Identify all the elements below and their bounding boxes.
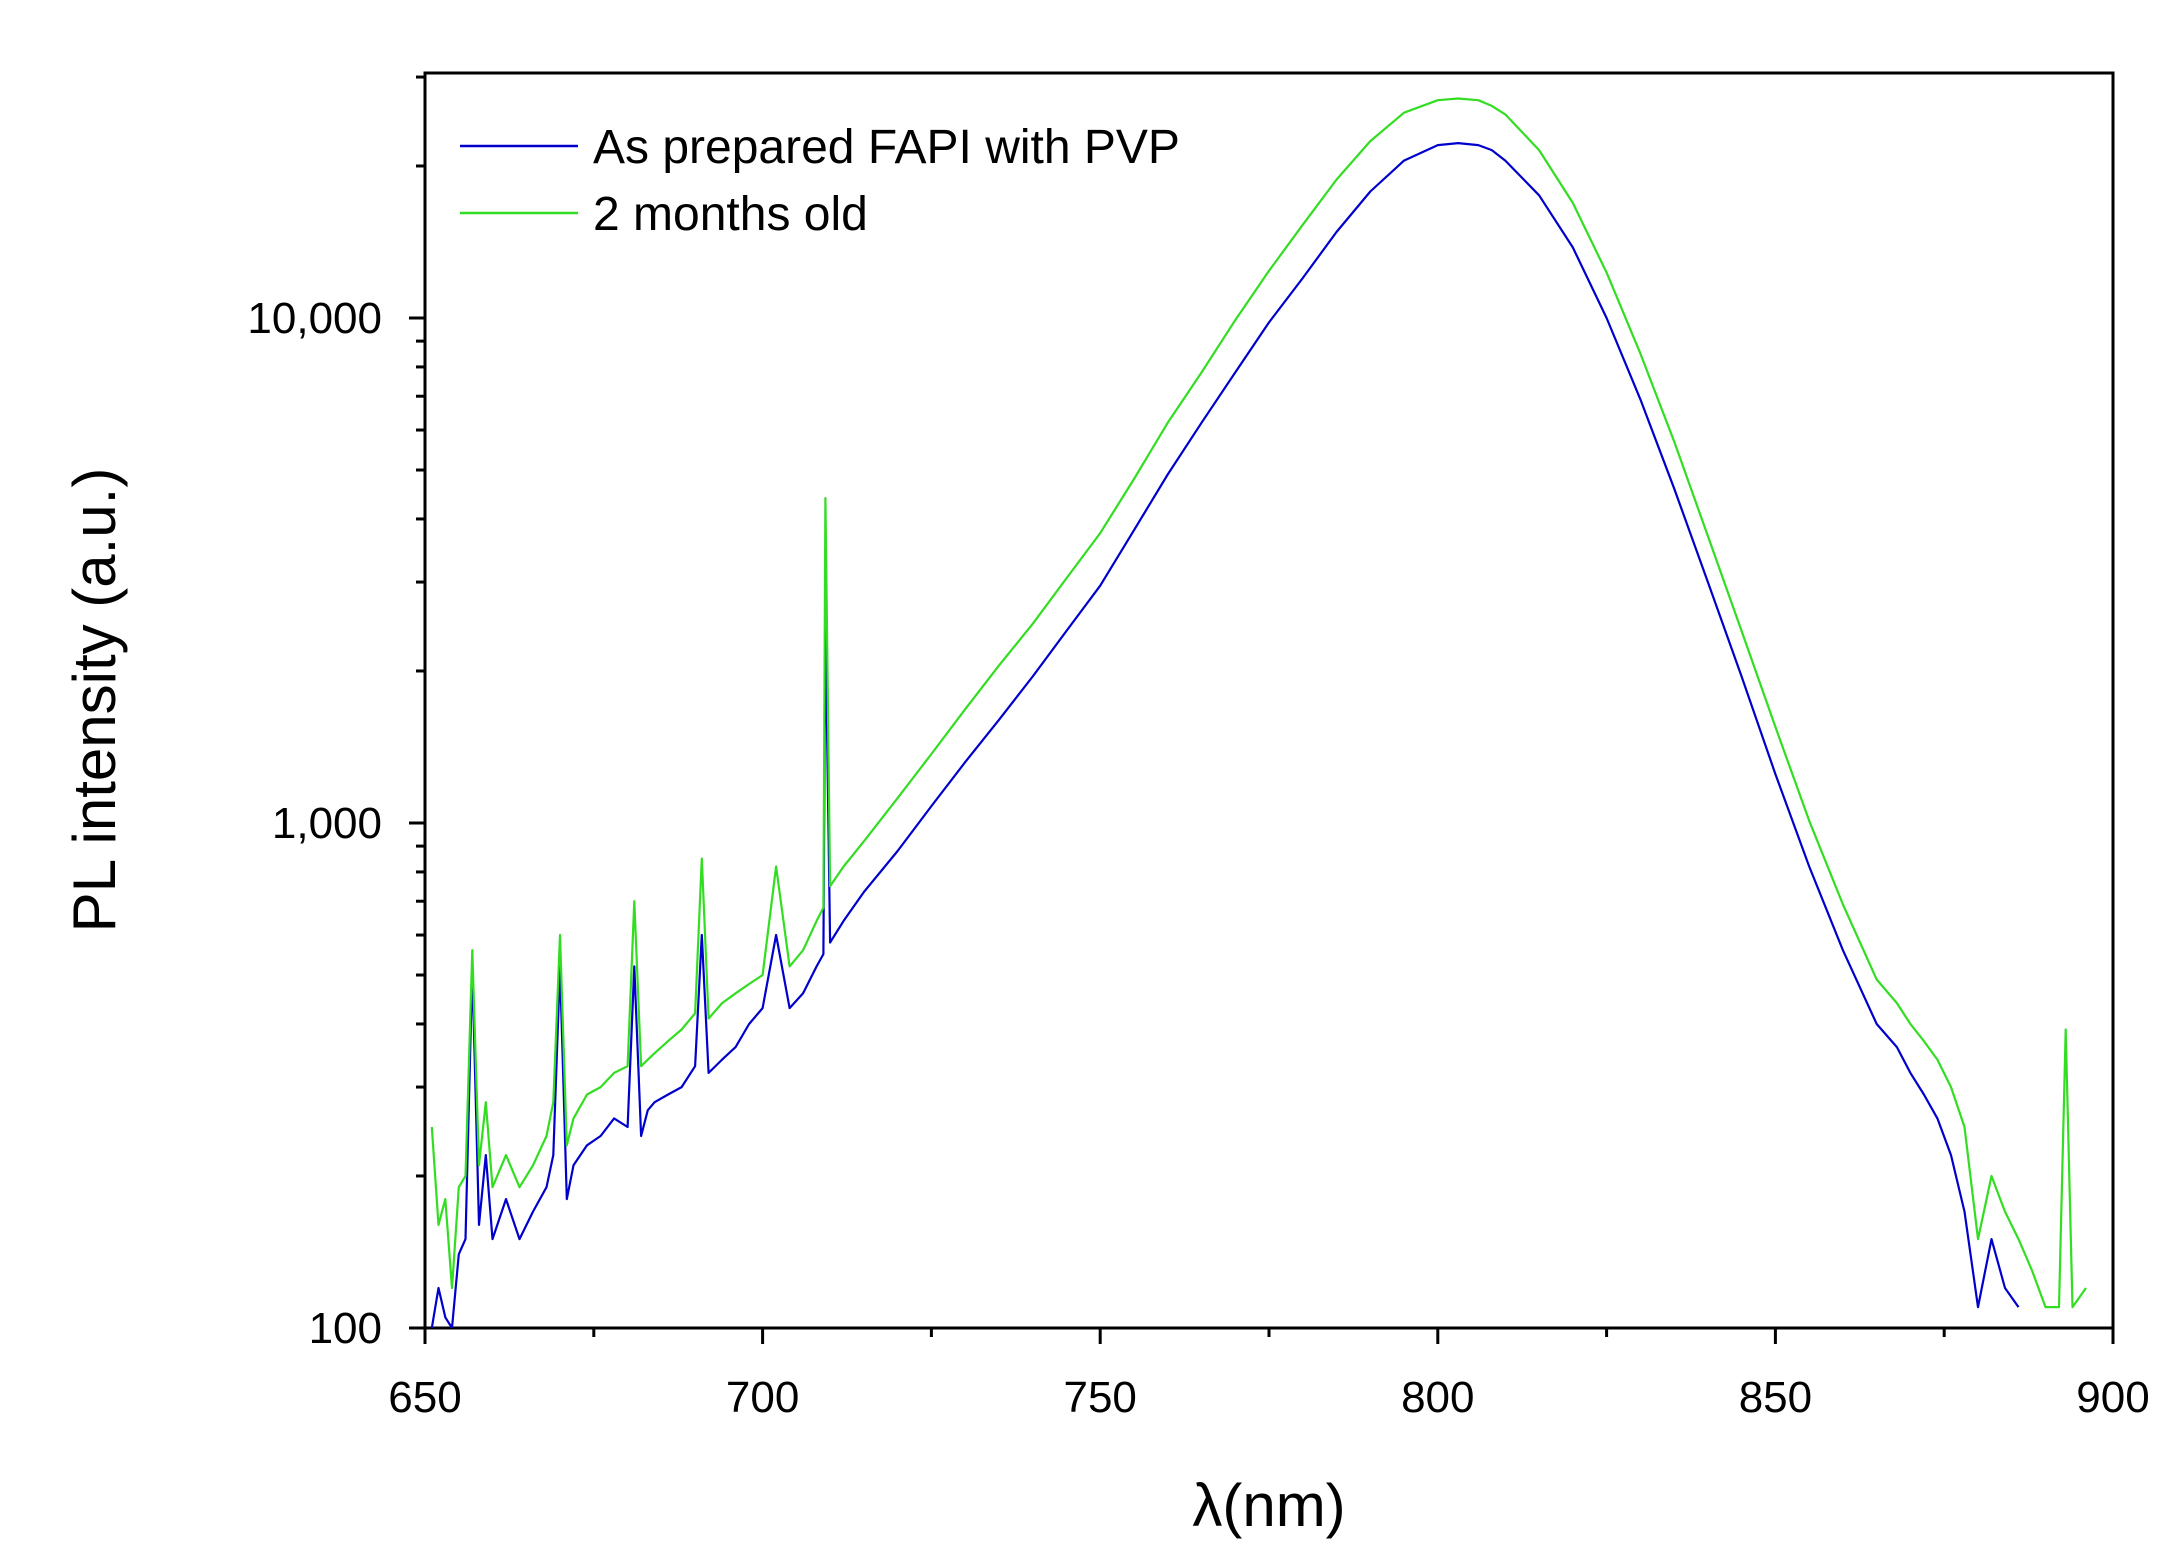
x-tick-label: 700 — [726, 1373, 799, 1422]
legend: As prepared FAPI with PVP 2 months old — [460, 121, 1180, 241]
x-tick-label: 750 — [1063, 1373, 1136, 1422]
x-axis-title: λ(nm) — [1192, 1472, 1345, 1539]
y-axis: 100 1,000 10,000 — [247, 75, 425, 1353]
series-line-1 — [430, 97, 2087, 1309]
series-line-0 — [430, 142, 2020, 1328]
y-tick-label: 10,000 — [247, 294, 382, 343]
y-tick-label: 100 — [309, 1304, 382, 1353]
legend-label-as-prepared: As prepared FAPI with PVP — [593, 121, 1180, 174]
y-tick-label: 1,000 — [272, 799, 382, 848]
plot-frame — [423, 71, 2115, 1330]
x-tick-label: 800 — [1401, 1373, 1474, 1422]
series-layer — [430, 97, 2087, 1328]
x-tick-label: 850 — [1739, 1373, 1812, 1422]
x-tick-label: 650 — [388, 1373, 461, 1422]
x-axis: 650 700 750 800 850 900 — [388, 1328, 2150, 1422]
x-tick-label: 900 — [2076, 1373, 2149, 1422]
y-axis-title: PL intensity (a.u.) — [61, 468, 128, 933]
legend-label-2-months-old: 2 months old — [593, 188, 868, 241]
